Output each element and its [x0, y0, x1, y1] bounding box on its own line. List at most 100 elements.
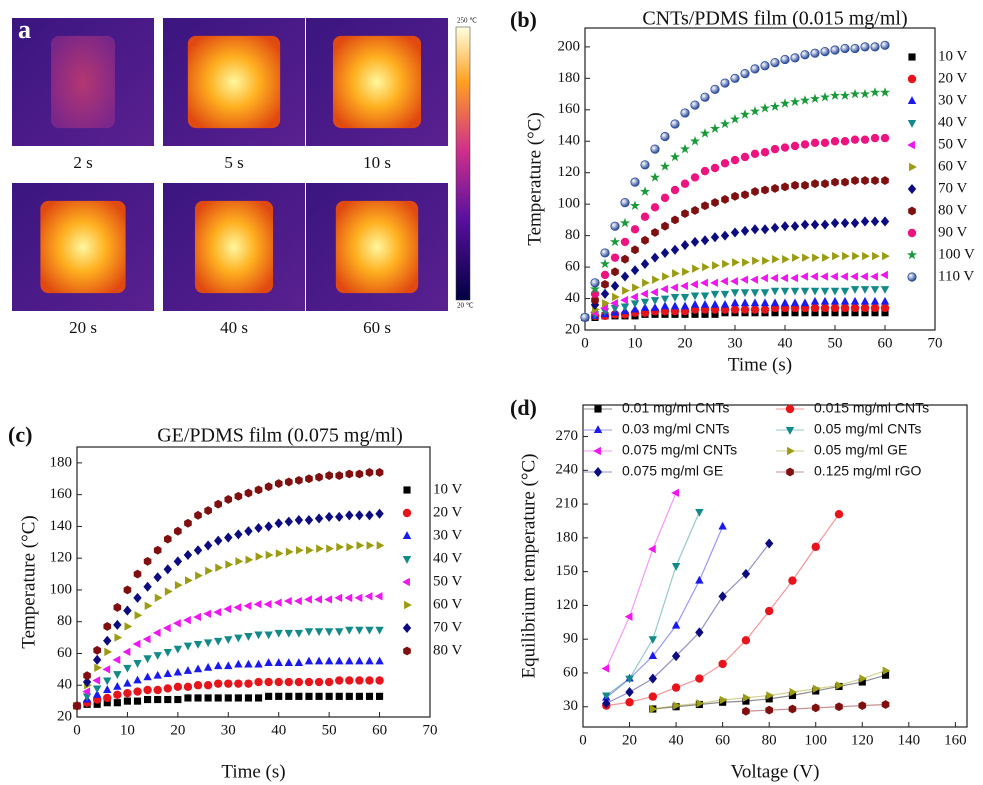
marker — [800, 219, 810, 230]
marker — [660, 284, 668, 294]
marker — [630, 177, 640, 187]
marker — [730, 277, 738, 286]
marker — [801, 309, 809, 317]
legend-label: 30 V — [938, 92, 967, 108]
marker — [702, 262, 710, 272]
marker — [610, 253, 620, 262]
marker — [740, 305, 750, 314]
marker — [731, 191, 739, 201]
marker — [792, 253, 800, 262]
marker — [82, 687, 91, 696]
marker — [163, 564, 172, 575]
marker — [810, 93, 820, 104]
marker — [630, 265, 640, 276]
marker — [102, 665, 111, 674]
marker — [851, 309, 859, 317]
x-tick-label: 0 — [73, 722, 81, 738]
marker — [720, 118, 730, 129]
marker — [880, 270, 888, 280]
marker — [314, 628, 324, 637]
marker — [304, 595, 312, 604]
marker — [820, 138, 830, 148]
y-tick-label: 160 — [558, 101, 581, 117]
legend-marker — [593, 446, 601, 456]
marker — [335, 628, 344, 637]
marker — [365, 676, 374, 685]
marker — [650, 144, 660, 154]
marker — [740, 298, 750, 307]
marker — [810, 219, 820, 230]
legend-label: 70 V — [433, 619, 462, 635]
marker — [164, 587, 173, 596]
chart-title: GE/PDMS film (0.075 mg/ml) — [157, 425, 403, 447]
marker — [831, 309, 839, 317]
marker — [780, 221, 790, 232]
marker — [234, 659, 243, 668]
marker — [183, 549, 193, 561]
marker — [680, 281, 688, 291]
marker — [254, 522, 263, 534]
marker — [132, 639, 141, 649]
marker — [860, 286, 870, 294]
marker — [154, 593, 163, 603]
marker — [630, 304, 640, 313]
marker — [366, 541, 375, 550]
colorbar — [455, 26, 471, 301]
marker — [765, 695, 773, 703]
marker — [850, 286, 860, 294]
marker — [153, 545, 162, 555]
marker — [820, 287, 830, 296]
marker — [830, 218, 840, 229]
marker — [791, 180, 799, 190]
marker — [770, 273, 778, 283]
marker — [214, 637, 223, 646]
marker — [718, 521, 727, 530]
marker — [203, 639, 213, 648]
marker — [872, 251, 880, 261]
marker — [690, 300, 700, 308]
y-tick-label: 20 — [565, 321, 580, 337]
marker — [103, 622, 112, 631]
marker — [375, 676, 384, 685]
marker — [224, 532, 233, 543]
marker — [600, 288, 610, 299]
legend-label: 10 V — [433, 481, 462, 497]
marker — [752, 256, 760, 265]
legend-label: 80 V — [433, 642, 462, 658]
legend-marker — [402, 556, 412, 564]
legend-label: 20 V — [433, 504, 462, 520]
marker — [730, 289, 740, 298]
marker — [234, 529, 243, 540]
marker — [304, 515, 314, 526]
marker — [164, 695, 172, 704]
x-tick-label: 70 — [423, 722, 438, 738]
marker — [625, 698, 634, 707]
marker — [650, 297, 660, 305]
marker — [881, 700, 890, 709]
marker — [750, 305, 760, 314]
marker — [376, 692, 384, 700]
marker — [325, 692, 333, 700]
y-tick-label: 140 — [50, 518, 73, 534]
marker — [264, 658, 273, 666]
legend-label: 40 V — [433, 550, 462, 566]
marker — [174, 526, 182, 536]
marker — [365, 510, 374, 521]
marker — [123, 605, 132, 616]
marker — [214, 535, 223, 546]
marker — [214, 679, 223, 688]
marker — [294, 677, 304, 687]
y-axis-label: Temperature (°C) — [524, 112, 545, 245]
series-line — [605, 511, 700, 696]
marker — [710, 232, 720, 243]
marker — [881, 671, 890, 679]
marker — [336, 542, 345, 552]
marker — [295, 546, 304, 555]
plot-frame — [584, 27, 936, 331]
marker — [285, 692, 293, 700]
marker — [750, 289, 760, 298]
marker — [671, 651, 681, 662]
panel-label: a — [18, 15, 31, 44]
x-tick-label: 20 — [170, 722, 185, 738]
marker — [881, 309, 889, 317]
